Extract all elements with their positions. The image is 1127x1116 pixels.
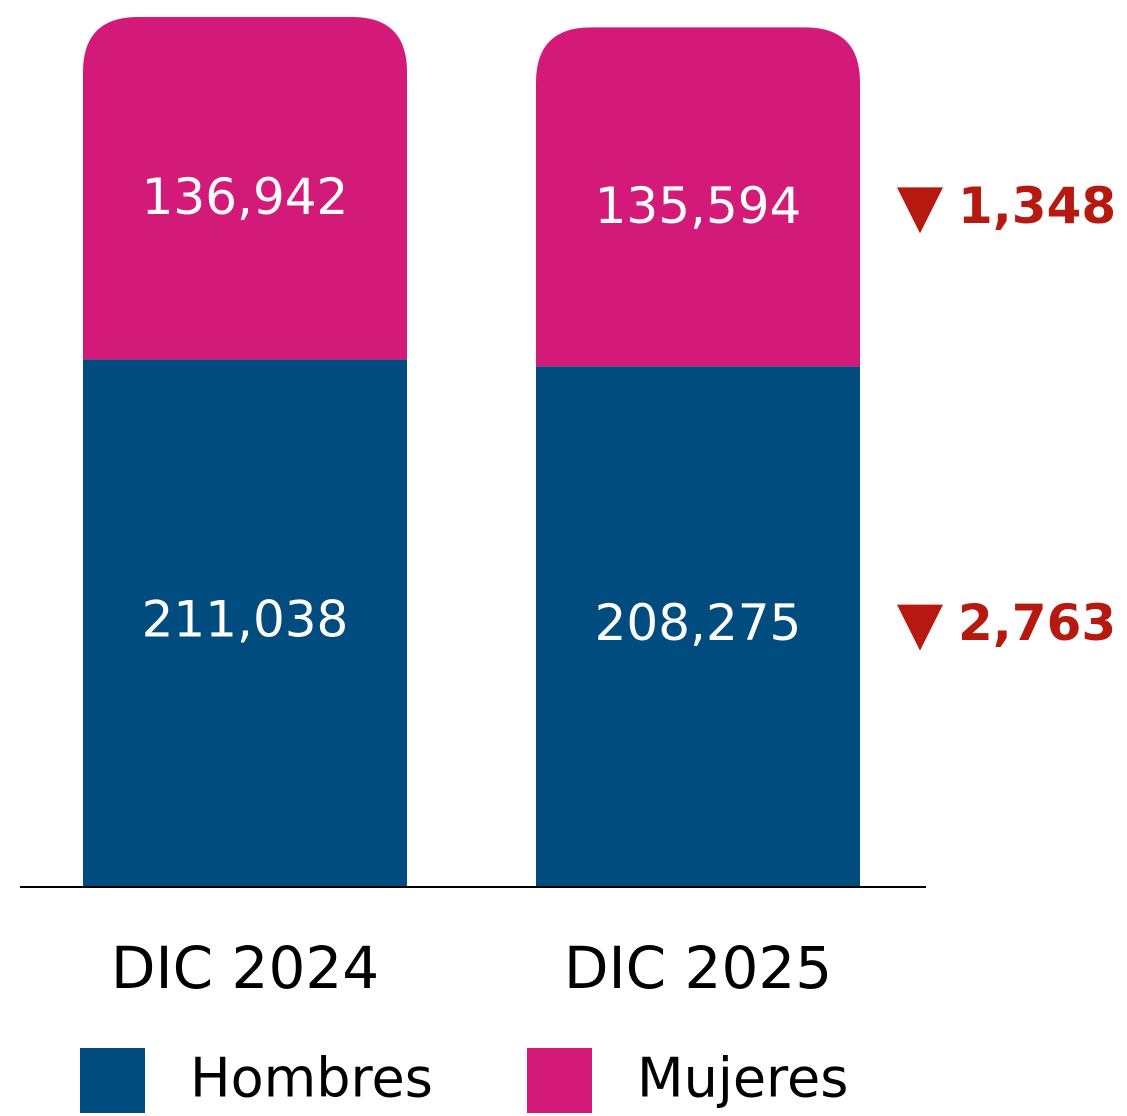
down-triangle <box>897 604 943 651</box>
annotation: 1,348 <box>958 177 1116 235</box>
x-tick-label: DIC 2025 <box>564 934 832 1002</box>
value-label: 136,942 <box>142 168 349 226</box>
down-triangle <box>897 187 943 234</box>
legend-swatch <box>527 1048 592 1113</box>
legend-swatch <box>80 1048 145 1113</box>
value-label: 211,038 <box>142 591 349 649</box>
legend-label: Mujeres <box>637 1047 848 1110</box>
bar-segment <box>83 17 407 360</box>
annotation: 2,763 <box>958 594 1116 652</box>
bar-segment <box>536 366 860 887</box>
value-label: 208,275 <box>595 594 802 652</box>
bar-segment <box>536 27 860 367</box>
legend-label: Hombres <box>190 1047 433 1110</box>
bar-segment <box>83 359 407 887</box>
x-tick-label: DIC 2024 <box>111 934 379 1002</box>
value-label: 135,594 <box>595 177 802 235</box>
